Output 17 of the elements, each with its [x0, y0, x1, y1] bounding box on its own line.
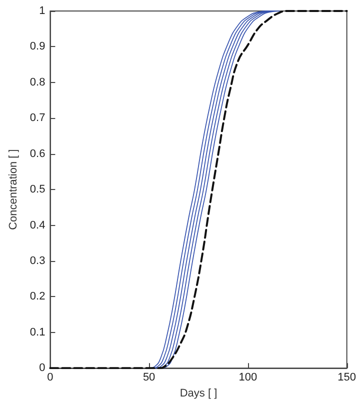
y-tick-label: 0.6	[30, 148, 46, 160]
y-tick-label: 0.8	[30, 76, 46, 88]
y-tick-label: 0.9	[30, 40, 46, 53]
y-tick-label: 0.2	[30, 290, 46, 303]
y-tick-label: 0.5	[30, 184, 46, 196]
y-tick-label: 0	[39, 362, 46, 374]
y-axis-title: Concentration [ ]	[8, 149, 20, 230]
y-tick-label: 0.7	[30, 112, 46, 124]
x-tick-label: 0	[47, 372, 54, 384]
y-tick-label: 1	[39, 5, 46, 17]
y-tick-label: 0.1	[30, 326, 46, 338]
x-tick-label: 50	[142, 372, 156, 384]
x-axis-title: Days [ ]	[180, 388, 218, 400]
y-tick-label: 0.4	[30, 219, 46, 232]
y-tick-label: 0.3	[30, 254, 46, 267]
x-tick-label: 100	[238, 372, 258, 384]
x-tick-label: 150	[338, 372, 356, 384]
